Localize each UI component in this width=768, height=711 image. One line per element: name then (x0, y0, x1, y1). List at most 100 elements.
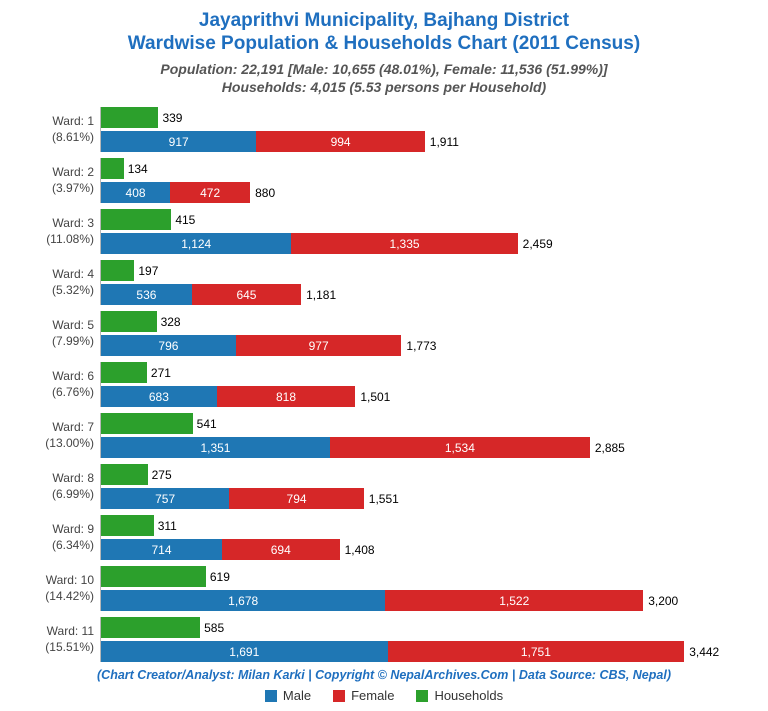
ward-percentage: (6.99%) (20, 487, 94, 503)
male-value: 1,124 (181, 237, 211, 251)
female-value: 1,335 (390, 237, 420, 251)
female-segment: 818 (217, 386, 356, 407)
male-segment: 1,678 (101, 590, 385, 611)
ward-label: Ward: 3(11.08%) (20, 209, 100, 254)
legend-item: Female (333, 688, 394, 703)
households-value: 328 (161, 315, 181, 329)
female-value: 645 (236, 288, 256, 302)
ward-label: Ward: 4(5.32%) (20, 260, 100, 305)
population-bar-wrap: 714 694 1,408 (101, 539, 748, 560)
households-bar-wrap: 271 (101, 362, 748, 383)
households-bar-wrap: 134 (101, 158, 748, 179)
subtitle-line2: Households: 4,015 (5.53 persons per Hous… (222, 79, 546, 95)
female-value: 818 (276, 390, 296, 404)
households-value: 275 (152, 468, 172, 482)
ward-name: Ward: 5 (20, 318, 94, 334)
legend-swatch (333, 690, 345, 702)
ward-percentage: (6.76%) (20, 385, 94, 401)
households-bar-wrap: 619 (101, 566, 748, 587)
female-value: 1,751 (521, 645, 551, 659)
households-bar-wrap: 311 (101, 515, 748, 536)
ward-label: Ward: 10(14.42%) (20, 566, 100, 611)
ward-label: Ward: 6(6.76%) (20, 362, 100, 407)
population-bar-wrap: 1,6781,5223,200 (101, 590, 748, 611)
households-bar-wrap: 339 (101, 107, 748, 128)
ward-bars: 2716838181,501 (100, 362, 748, 407)
ward-name: Ward: 6 (20, 369, 94, 385)
ward-percentage: (3.97%) (20, 181, 94, 197)
ward-row: Ward: 3(11.08%)4151,1241,3352,459 (20, 209, 748, 254)
ward-label: Ward: 7(13.00%) (20, 413, 100, 458)
female-value: 994 (331, 135, 351, 149)
female-value: 1,534 (445, 441, 475, 455)
households-bar (101, 515, 154, 536)
households-value: 134 (128, 162, 148, 176)
total-population-value: 2,885 (595, 441, 625, 455)
male-segment: 536 (101, 284, 192, 305)
households-bar-wrap: 275 (101, 464, 748, 485)
total-population-value: 1,408 (345, 543, 375, 557)
female-segment: 1,751 (388, 641, 685, 662)
ward-label: Ward: 1(8.61%) (20, 107, 100, 152)
ward-bars: 1975366451,181 (100, 260, 748, 305)
ward-bars: 311 714 694 1,408 (100, 515, 748, 560)
legend-swatch (416, 690, 428, 702)
ward-label: Ward: 9(6.34%) (20, 515, 100, 560)
ward-name: Ward: 11 (20, 624, 94, 640)
ward-label: Ward: 2(3.97%) (20, 158, 100, 203)
population-households-chart: Jayaprithvi Municipality, Bajhang Distri… (0, 0, 768, 711)
male-value: 714 (151, 543, 171, 557)
population-bar-wrap: 917 994 1,911 (101, 131, 748, 152)
ward-row: Ward: 11(15.51%)5851,6911,7513,442 (20, 617, 748, 662)
population-bar-wrap: 7577941,551 (101, 488, 748, 509)
male-segment: 714 (101, 539, 222, 560)
ward-bars: 4151,1241,3352,459 (100, 209, 748, 254)
households-bar (101, 158, 124, 179)
female-segment: 794 (229, 488, 364, 509)
households-value: 585 (204, 621, 224, 635)
female-segment: 1,335 (291, 233, 517, 254)
ward-percentage: (13.00%) (20, 436, 94, 452)
chart-title-line2: Wardwise Population & Households Chart (… (20, 33, 748, 56)
chart-footer-credit: (Chart Creator/Analyst: Milan Karki | Co… (20, 668, 748, 682)
ward-name: Ward: 8 (20, 471, 94, 487)
female-value: 694 (271, 543, 291, 557)
households-bar-wrap: 585 (101, 617, 748, 638)
ward-percentage: (8.61%) (20, 130, 94, 146)
households-bar (101, 617, 200, 638)
female-segment: 994 (256, 131, 424, 152)
ward-row: Ward: 10(14.42%)619 1,6781,5223,200 (20, 566, 748, 611)
male-value: 1,691 (229, 645, 259, 659)
ward-row: Ward: 9(6.34%) 311 714 694 1,408 (20, 515, 748, 560)
households-bar (101, 566, 206, 587)
male-value: 917 (169, 135, 189, 149)
households-bar (101, 413, 193, 434)
ward-name: Ward: 2 (20, 165, 94, 181)
population-bar-wrap: 1,1241,3352,459 (101, 233, 748, 254)
chart-title-block: Jayaprithvi Municipality, Bajhang Distri… (20, 10, 748, 56)
households-bar-wrap: 328 (101, 311, 748, 332)
chart-subtitle: Population: 22,191 [Male: 10,655 (48.01%… (20, 60, 748, 98)
male-segment: 757 (101, 488, 229, 509)
female-segment: 645 (192, 284, 301, 305)
ward-bars: 275 7577941,551 (100, 464, 748, 509)
total-population-value: 1,773 (406, 339, 436, 353)
total-population-value: 1,501 (360, 390, 390, 404)
chart-plot-area: Ward: 1(8.61%)339 917 994 1,911 Ward: 2(3.97… (20, 107, 748, 662)
chart-legend: MaleFemaleHouseholds (20, 688, 748, 703)
male-segment: 1,691 (101, 641, 388, 662)
ward-bars: 3287969771,773 (100, 311, 748, 356)
ward-row: Ward: 4(5.32%)1975366451,181 (20, 260, 748, 305)
population-bar-wrap: 1,351 1,534 2,885 (101, 437, 748, 458)
households-bar-wrap: 541 (101, 413, 748, 434)
households-value: 197 (138, 264, 158, 278)
ward-row: Ward: 6(6.76%)2716838181,501 (20, 362, 748, 407)
total-population-value: 1,911 (430, 135, 459, 149)
legend-label: Households (434, 688, 503, 703)
male-segment: 408 (101, 182, 170, 203)
ward-percentage: (11.08%) (20, 232, 94, 248)
chart-title-line1: Jayaprithvi Municipality, Bajhang Distri… (20, 10, 748, 33)
ward-bars: 339 917 994 1,911 (100, 107, 748, 152)
households-value: 311 (158, 519, 177, 533)
male-segment: 1,351 (101, 437, 330, 458)
